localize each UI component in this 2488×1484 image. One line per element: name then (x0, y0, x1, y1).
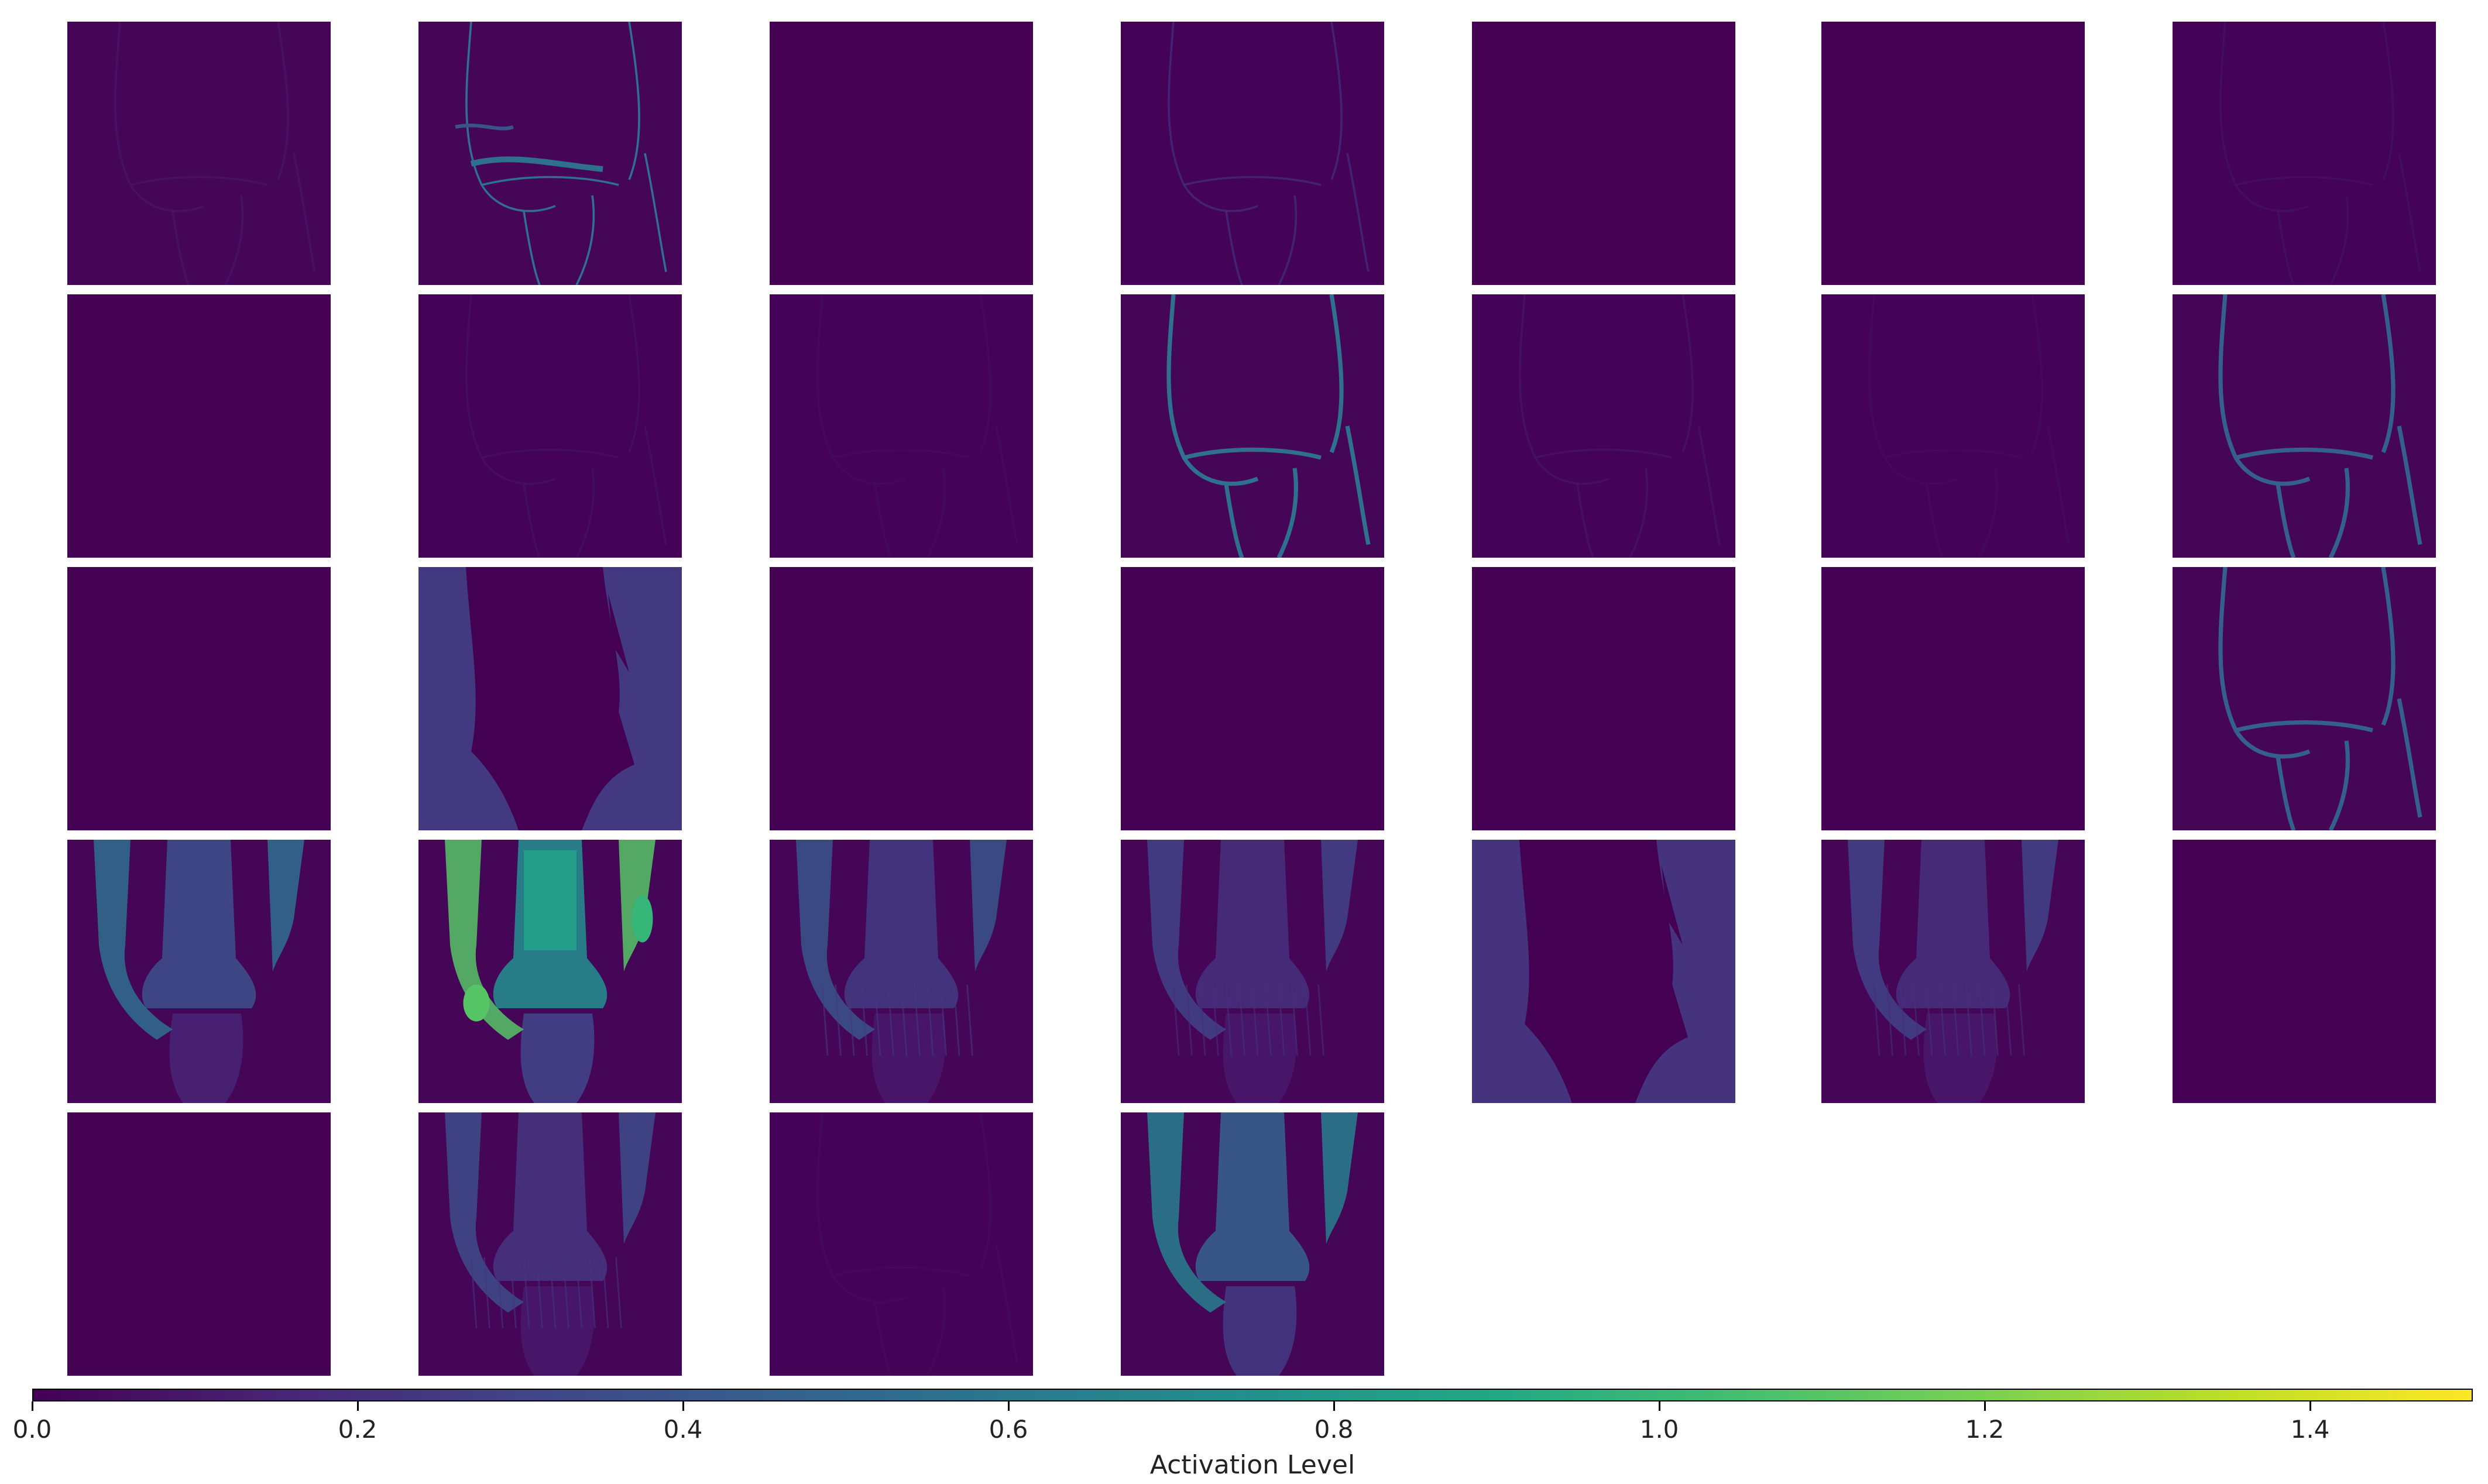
colorbar-tick-label: 0.4 (663, 1415, 703, 1444)
feature-map-r3-c2 (770, 840, 1033, 1103)
feature-map-image (114, 22, 316, 285)
feature-map-image (1519, 294, 1721, 558)
feature-map-r1-c0 (67, 294, 331, 558)
feature-map-r2-c5 (1821, 567, 2085, 830)
feature-map-r3-c6 (2173, 840, 2436, 1103)
feature-map-image (1848, 840, 2058, 1103)
feature-map-r0-c6 (2173, 22, 2436, 285)
colorbar-tick-mark (32, 1401, 33, 1411)
feature-map-r0-c4 (1472, 22, 1735, 285)
feature-map-r2-c0 (67, 567, 331, 830)
feature-map-r1-c3 (1121, 294, 1384, 558)
colorbar-tick-label: 0.8 (1314, 1415, 1354, 1444)
feature-map-image (445, 1112, 656, 1376)
feature-map-image (1147, 840, 1358, 1103)
feature-map-r3-c1 (418, 840, 682, 1103)
feature-map-image (2173, 840, 2436, 1103)
feature-map-r3-c0 (67, 840, 331, 1103)
feature-map-r4-c0 (67, 1112, 331, 1376)
feature-map-image (1472, 567, 1735, 830)
feature-map-r1-c5 (1821, 294, 2085, 558)
feature-map-r3-c4 (1472, 840, 1735, 1103)
feature-map-image (465, 294, 667, 558)
feature-map-r2-c4 (1472, 567, 1735, 830)
feature-map-r2-c3 (1121, 567, 1384, 830)
feature-map-image (67, 1112, 331, 1376)
feature-map-r0-c3 (1121, 22, 1384, 285)
feature-map-r1-c1 (418, 294, 682, 558)
feature-map-image (1821, 22, 2085, 285)
feature-map-r0-c0 (67, 22, 331, 285)
feature-map-r2-c2 (770, 567, 1033, 830)
feature-map-image (816, 294, 1018, 558)
feature-map-r0-c1 (418, 22, 682, 285)
colorbar-tick-mark (1984, 1401, 1986, 1411)
feature-map-image (445, 840, 656, 1103)
feature-map-r2-c6 (2173, 567, 2436, 830)
feature-map-image (2218, 294, 2422, 558)
feature-map-image (455, 22, 667, 285)
feature-map-r3-c3 (1121, 840, 1384, 1103)
colorbar-tick-label: 1.4 (2290, 1415, 2330, 1444)
colorbar-label: Activation Level (1149, 1450, 1355, 1480)
feature-map-image (796, 840, 1007, 1103)
feature-map-image (1472, 22, 1735, 285)
feature-map-image (418, 567, 682, 830)
feature-map-r4-c3 (1121, 1112, 1384, 1376)
feature-map-r3-c5 (1821, 840, 2085, 1103)
colorbar-tick-label: 1.2 (1965, 1415, 2005, 1444)
colorbar-tick-label: 0.2 (338, 1415, 378, 1444)
feature-map-image (1147, 1112, 1358, 1376)
colorbar (32, 1389, 2473, 1401)
feature-map-image (2218, 567, 2422, 830)
feature-map-image (94, 840, 304, 1103)
feature-map-grid (67, 22, 2436, 1376)
feature-map-r1-c4 (1472, 294, 1735, 558)
feature-map-image (816, 1112, 1018, 1376)
colorbar-tick-mark (2309, 1401, 2311, 1411)
feature-map-image (67, 294, 331, 558)
colorbar-tick-label: 1.0 (1639, 1415, 1679, 1444)
feature-map-r4-c2 (770, 1112, 1033, 1376)
feature-map-image (1121, 567, 1384, 830)
feature-map-r0-c2 (770, 22, 1033, 285)
feature-map-r4-c1 (418, 1112, 682, 1376)
feature-map-image (1868, 294, 2070, 558)
feature-map-r0-c5 (1821, 22, 2085, 285)
feature-map-image (770, 22, 1033, 285)
feature-map-image (1821, 567, 2085, 830)
colorbar-tick-mark (1008, 1401, 1010, 1411)
feature-map-r1-c6 (2173, 294, 2436, 558)
feature-map-image (770, 567, 1033, 830)
colorbar-tick-label: 0.0 (12, 1415, 52, 1444)
feature-map-image (1166, 294, 1371, 558)
feature-map-image (67, 567, 331, 830)
colorbar-tick-mark (1659, 1401, 1660, 1411)
feature-map-image (2219, 22, 2421, 285)
colorbar-tick-mark (1333, 1401, 1335, 1411)
feature-map-image (1472, 840, 1735, 1103)
colorbar-tick-label: 0.6 (989, 1415, 1028, 1444)
colorbar-tick-mark (357, 1401, 359, 1411)
feature-map-image (1168, 22, 1370, 285)
feature-map-r2-c1 (418, 567, 682, 830)
colorbar-tick-mark (682, 1401, 684, 1411)
feature-map-r1-c2 (770, 294, 1033, 558)
